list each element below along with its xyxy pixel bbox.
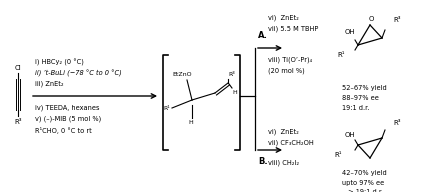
Text: iv) TEEDA, hexanes: iv) TEEDA, hexanes	[35, 105, 99, 111]
Text: A.: A.	[258, 31, 268, 41]
Text: B.: B.	[258, 157, 268, 166]
Text: H: H	[232, 90, 237, 95]
Text: R¹: R¹	[334, 152, 342, 158]
Text: 88–97% ee: 88–97% ee	[342, 95, 379, 101]
Text: upto 97% ee: upto 97% ee	[342, 180, 384, 186]
Text: Cl: Cl	[15, 65, 21, 71]
Text: O: O	[368, 16, 374, 22]
Text: viii) CH₂I₂: viii) CH₂I₂	[268, 160, 299, 166]
Text: 42–70% yield: 42–70% yield	[342, 170, 387, 176]
Text: (20 mol %): (20 mol %)	[268, 68, 305, 74]
Text: i) HBCy₂ (0 °C): i) HBCy₂ (0 °C)	[35, 58, 84, 66]
Text: vii) CF₃CH₂OH: vii) CF₃CH₂OH	[268, 140, 314, 146]
Text: R³: R³	[393, 120, 401, 126]
Text: v) (–)-MIB (5 mol %): v) (–)-MIB (5 mol %)	[35, 116, 101, 122]
Text: OH: OH	[345, 132, 356, 138]
Text: R³: R³	[393, 17, 401, 23]
Text: EtZnO: EtZnO	[172, 73, 192, 78]
Text: R³: R³	[228, 73, 235, 78]
Text: H: H	[189, 119, 194, 124]
Text: 19:1 d.r.: 19:1 d.r.	[342, 105, 369, 111]
Text: R¹: R¹	[163, 105, 170, 111]
Text: OH: OH	[345, 29, 356, 35]
Text: ii) ’t-BuLi (−78 °C to 0 °C): ii) ’t-BuLi (−78 °C to 0 °C)	[35, 69, 122, 77]
Text: 52–67% yield: 52–67% yield	[342, 85, 387, 91]
Text: vi)  ZnEt₂: vi) ZnEt₂	[268, 15, 299, 21]
Text: iii) ZnEt₂: iii) ZnEt₂	[35, 81, 64, 87]
Text: R³: R³	[14, 119, 22, 125]
Text: R¹CHO, 0 °C to rt: R¹CHO, 0 °C to rt	[35, 127, 92, 133]
Text: vii) 5.5 M TBHP: vii) 5.5 M TBHP	[268, 26, 318, 32]
Text: vi)  ZnEt₂: vi) ZnEt₂	[268, 129, 299, 135]
Text: > 19:1 d.r.: > 19:1 d.r.	[348, 189, 383, 192]
Text: R¹: R¹	[337, 52, 345, 58]
Text: viii) Ti(O’-Pr)₄: viii) Ti(O’-Pr)₄	[268, 57, 312, 63]
